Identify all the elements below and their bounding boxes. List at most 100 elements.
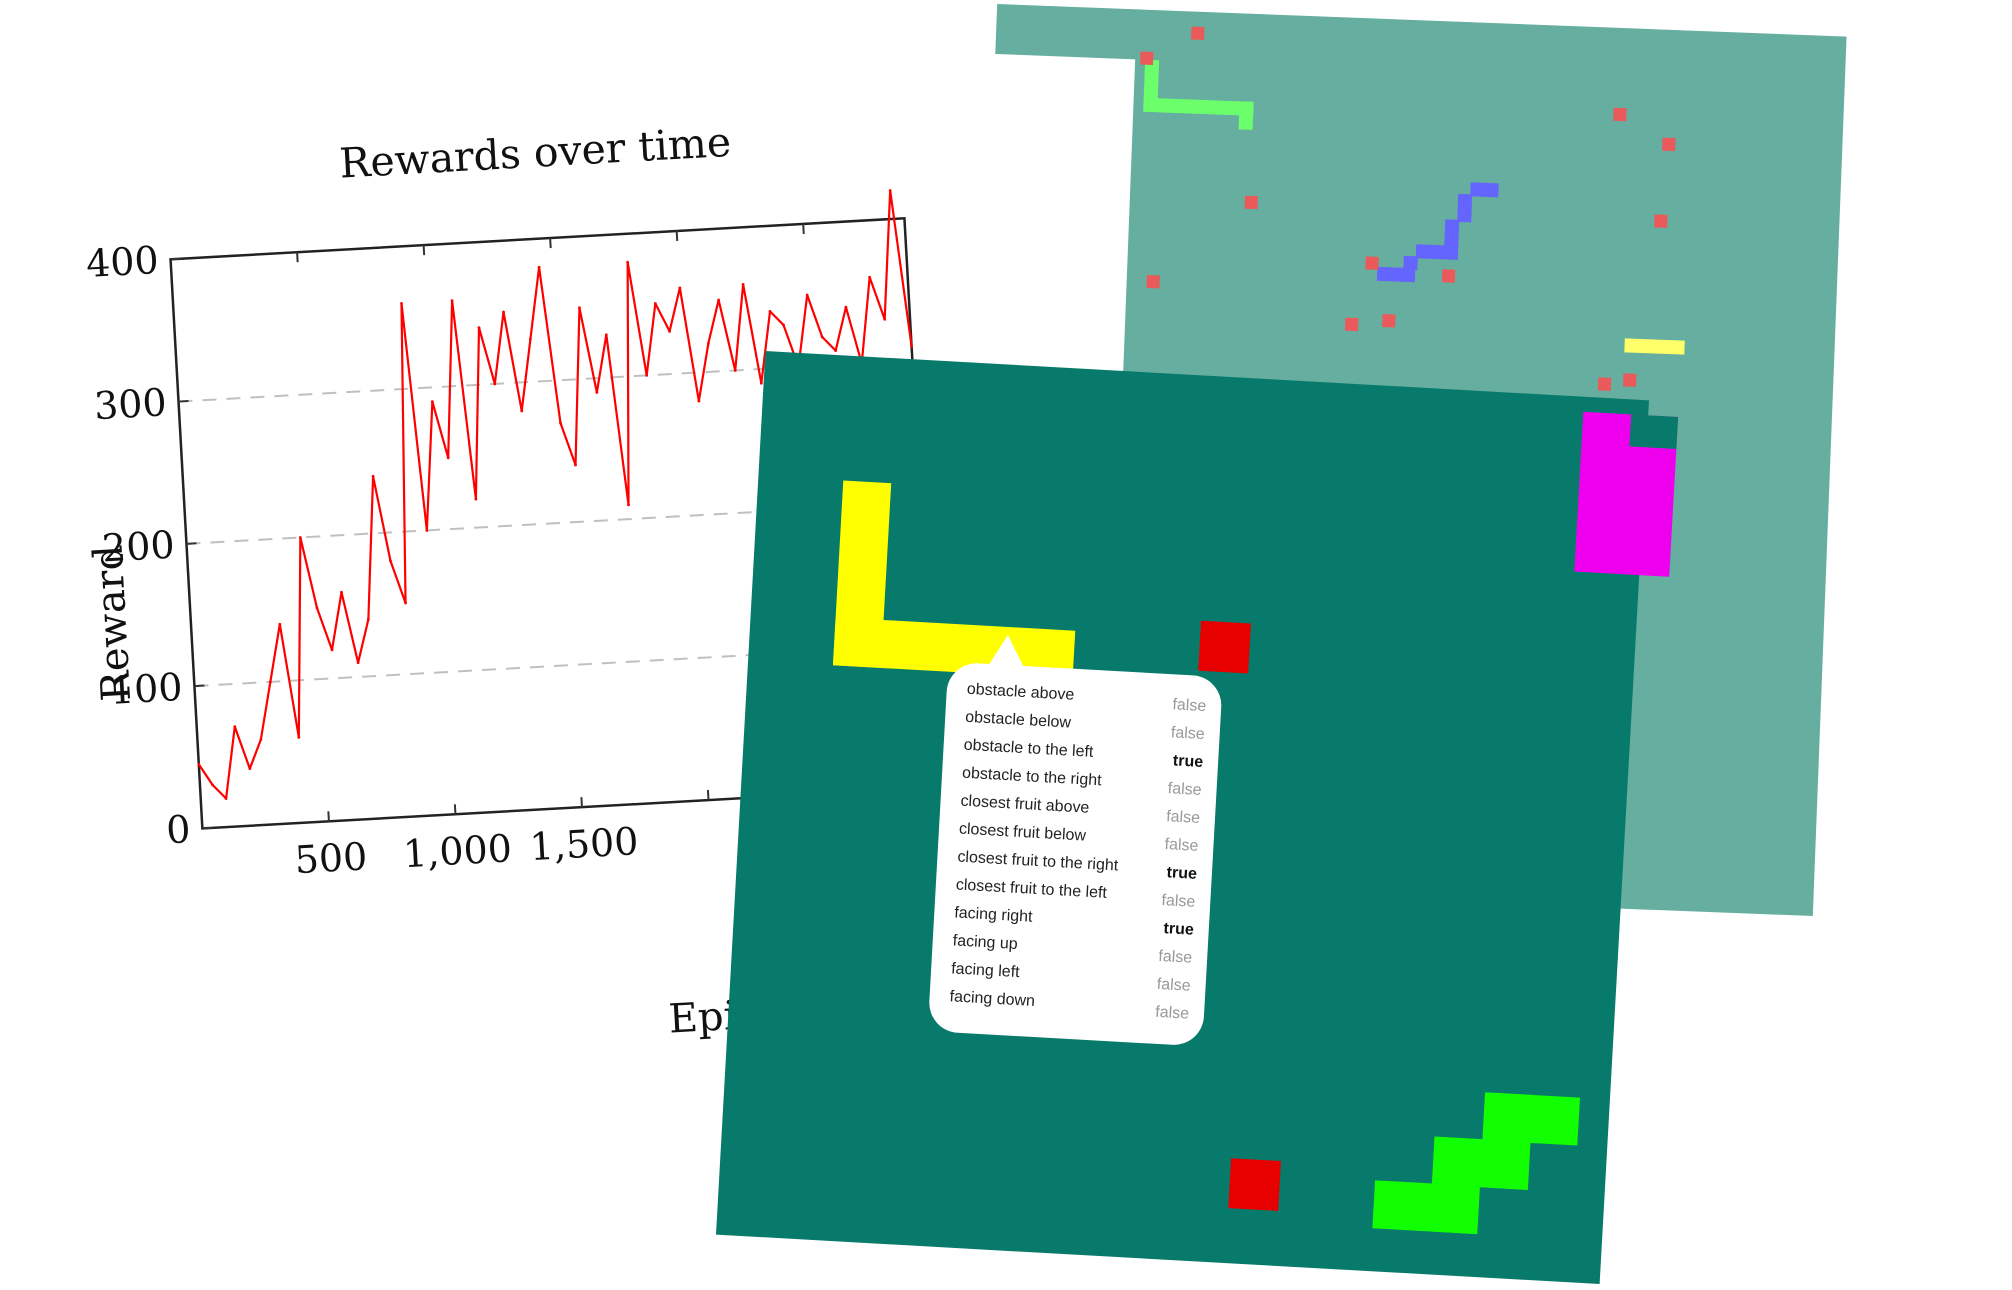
reward-point (844, 305, 848, 309)
back-blue-snake-seg (1415, 244, 1459, 260)
reward-point (678, 286, 682, 290)
reward-point (477, 326, 481, 330)
reward-point (330, 648, 334, 652)
state-label: facing down (949, 988, 1036, 1011)
y-tick-label: 200 (101, 523, 176, 571)
back-yellow-snake-seg (1624, 338, 1685, 355)
reward-point (356, 661, 360, 665)
y-axis-label: Reward (85, 544, 140, 703)
reward-point (782, 323, 785, 327)
x-tick-mark (327, 811, 330, 822)
state-value: true (1163, 920, 1195, 939)
state-value: false (1157, 947, 1193, 967)
fruit (1198, 620, 1251, 674)
reward-point (883, 317, 887, 321)
back-green-snake-tail (1238, 101, 1254, 130)
state-value: false (1170, 724, 1206, 744)
back-fruit (1146, 274, 1160, 289)
reward-point (315, 606, 319, 610)
x-tick-label: 1,000 (402, 826, 513, 876)
bubble-tail (988, 633, 1026, 668)
x-tick-mark (296, 252, 299, 263)
back-blue-snake-seg (1444, 219, 1460, 248)
green-snake-seg (1372, 1180, 1480, 1235)
reward-point (340, 590, 343, 594)
reward-point (759, 381, 763, 385)
back-fruit (1441, 269, 1456, 283)
state-value: false (1167, 780, 1203, 800)
reward-point (706, 341, 710, 345)
reward-point (668, 329, 671, 333)
back-fruit (1597, 377, 1612, 391)
reward-point (197, 762, 201, 766)
back-fruit (1365, 256, 1379, 270)
y-tick-mark (202, 826, 213, 830)
state-value: false (1154, 1003, 1190, 1023)
state-value: false (1156, 975, 1192, 995)
reward-point (371, 474, 375, 478)
y-tick-mark (178, 400, 189, 403)
reward-point (389, 559, 392, 563)
series-layer (197, 189, 913, 800)
reward-point (366, 617, 370, 621)
back-fruit (1382, 314, 1396, 328)
reward-point (834, 349, 838, 352)
reward-point (559, 421, 562, 425)
x-tick-mark (706, 790, 710, 801)
state-value: true (1166, 864, 1198, 883)
reward-point (211, 783, 215, 787)
reward-point (820, 335, 824, 339)
reward-point (888, 189, 892, 192)
state-label: facing left (950, 960, 1021, 982)
reward-point (404, 601, 407, 605)
x-tick-label: 500 (294, 834, 369, 882)
reward-point (604, 333, 608, 337)
front-game-board: obstacle above false obstacle below false ob… (715, 350, 1679, 1285)
back-fruit (1662, 137, 1676, 152)
reward-point (626, 260, 630, 264)
reward-point (446, 456, 450, 460)
back-fruit (1244, 195, 1259, 210)
y-tick-label: 300 (93, 380, 168, 428)
y-tick-label: 400 (85, 238, 160, 286)
state-value: false (1165, 808, 1201, 827)
reward-point (805, 293, 809, 297)
reward-point (733, 369, 737, 372)
state-label: obstacle above (966, 680, 1075, 704)
state-label: facing right (953, 904, 1033, 926)
reward-point (259, 738, 263, 741)
fruit (1228, 1158, 1281, 1211)
reward-point (298, 536, 302, 539)
x-ticks: 500 1,000 1,500 (294, 223, 837, 882)
reward-point (474, 497, 478, 501)
x-tick-mark (453, 804, 457, 815)
back-blue-snake-seg (1457, 193, 1473, 223)
reward-point (574, 463, 577, 467)
x-tick-mark (580, 797, 583, 808)
back-fruit (1190, 26, 1205, 40)
reward-point (430, 400, 434, 404)
x-tick-mark (675, 230, 679, 242)
reward-point (537, 265, 541, 269)
reward-point (278, 622, 282, 626)
back-fruit (1139, 51, 1154, 66)
reward-point (493, 382, 497, 386)
reward-point (717, 298, 721, 302)
state-value: true (1172, 752, 1204, 772)
y-ticks: 0 100 200 300 400 (85, 238, 213, 852)
reward-point (520, 409, 524, 413)
back-green-snake-horizontal (1143, 97, 1254, 116)
state-bubble: obstacle above false obstacle below false ob… (927, 633, 1223, 1047)
x-tick-mark (422, 245, 426, 256)
y-tick-mark (194, 684, 205, 688)
reward-point (741, 282, 745, 286)
reward-point (910, 344, 913, 348)
reward-point (768, 310, 772, 313)
back-blue-snake-seg (1376, 266, 1416, 283)
reward-point (697, 399, 701, 403)
x-tick-label: 1,500 (528, 819, 639, 869)
reward-point (645, 373, 649, 377)
reward-point (400, 302, 403, 305)
reward-point (268, 680, 272, 684)
